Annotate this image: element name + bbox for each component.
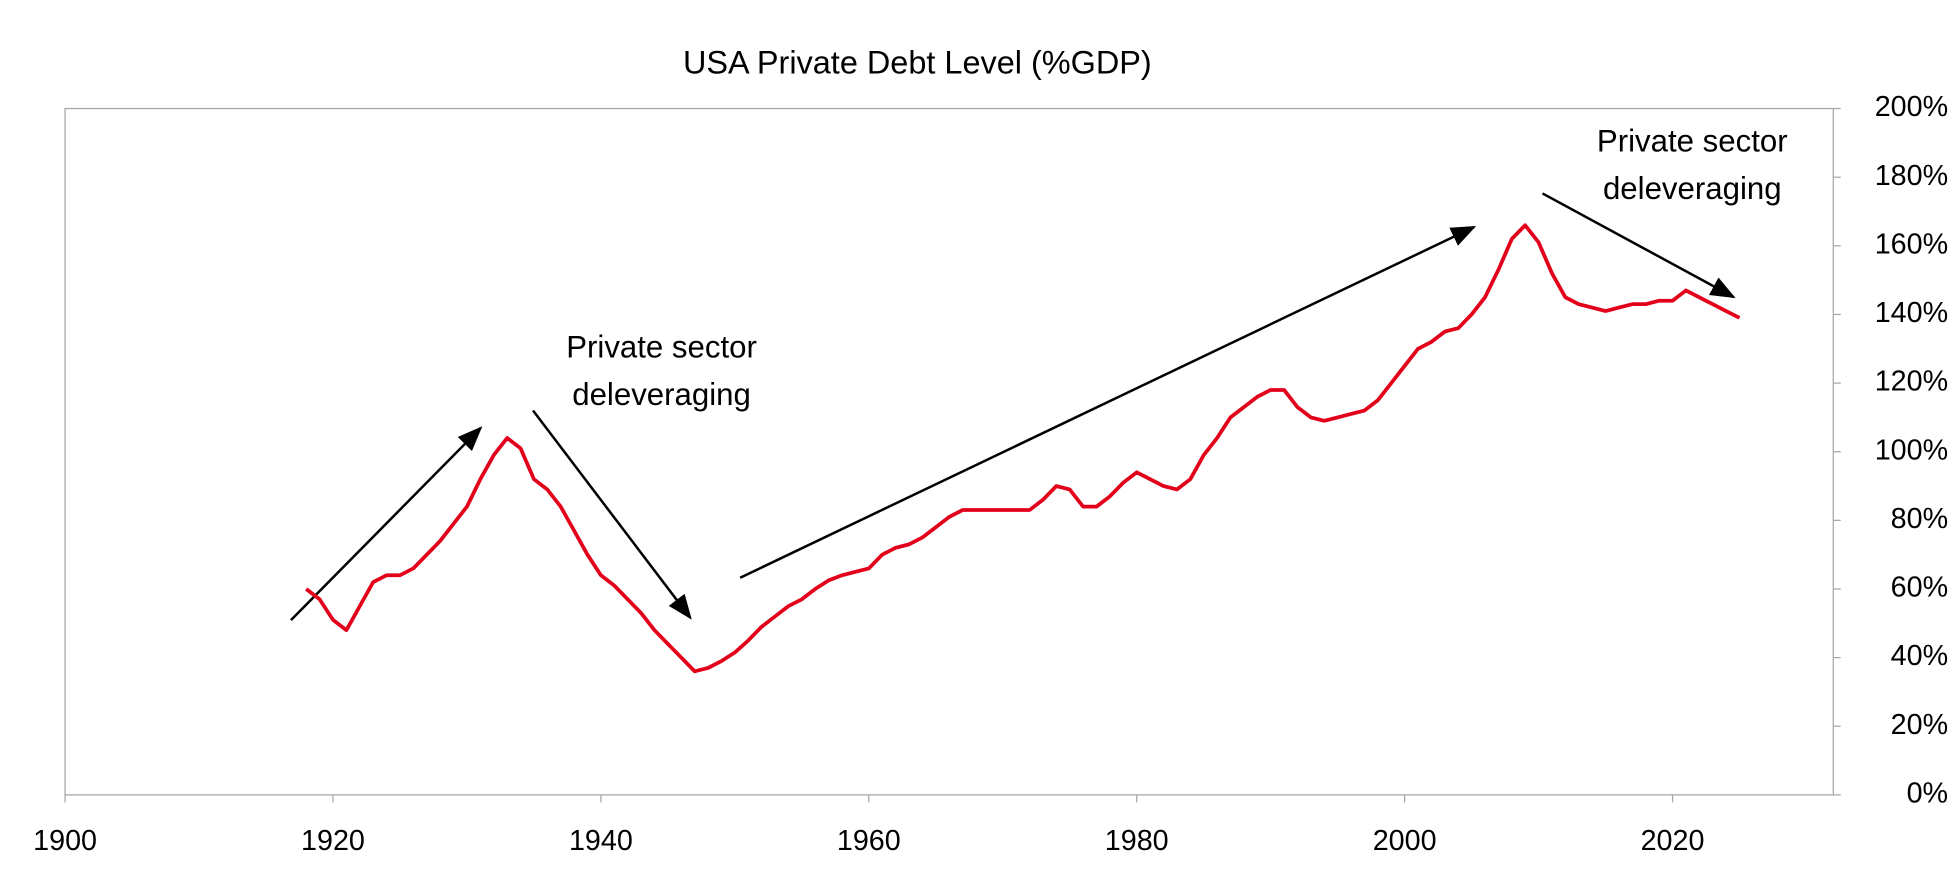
x-tick-label: 1920 [301, 825, 365, 857]
arrow [739, 225, 1477, 579]
annotation: deleveraging [1603, 171, 1782, 206]
x-tick-label: 1960 [837, 825, 901, 857]
y-tick-label: 180% [1875, 160, 1948, 192]
arrow [532, 409, 692, 620]
arrow [290, 426, 483, 622]
y-tick-label: 0% [1907, 777, 1948, 809]
annotation: deleveraging [572, 377, 751, 412]
y-tick-label: 80% [1891, 503, 1948, 535]
plot-frame [64, 107, 1834, 796]
line-series [305, 223, 1741, 674]
y-tick-label: 60% [1891, 572, 1948, 604]
x-tick-label: 2000 [1373, 825, 1437, 857]
y-tick-label: 20% [1891, 709, 1948, 741]
x-tick-label: 1940 [569, 825, 633, 857]
annotation: Private sector [566, 330, 757, 365]
chart-title: USA Private Debt Level (%GDP) [683, 44, 1152, 80]
y-tick-label: 160% [1875, 228, 1948, 260]
arrow [1541, 192, 1736, 299]
y-tick-label: 40% [1891, 640, 1948, 672]
x-tick-label: 1900 [33, 825, 97, 857]
x-tick-label: 2020 [1641, 825, 1705, 857]
y-tick-label: 140% [1875, 297, 1948, 329]
arrows [290, 192, 1736, 622]
y-tick-label: 120% [1875, 366, 1948, 398]
y-tick-label: 200% [1875, 91, 1948, 123]
x-tick-label: 1980 [1105, 825, 1169, 857]
annotation: Private sector [1597, 124, 1788, 159]
y-tick-label: 100% [1875, 434, 1948, 466]
